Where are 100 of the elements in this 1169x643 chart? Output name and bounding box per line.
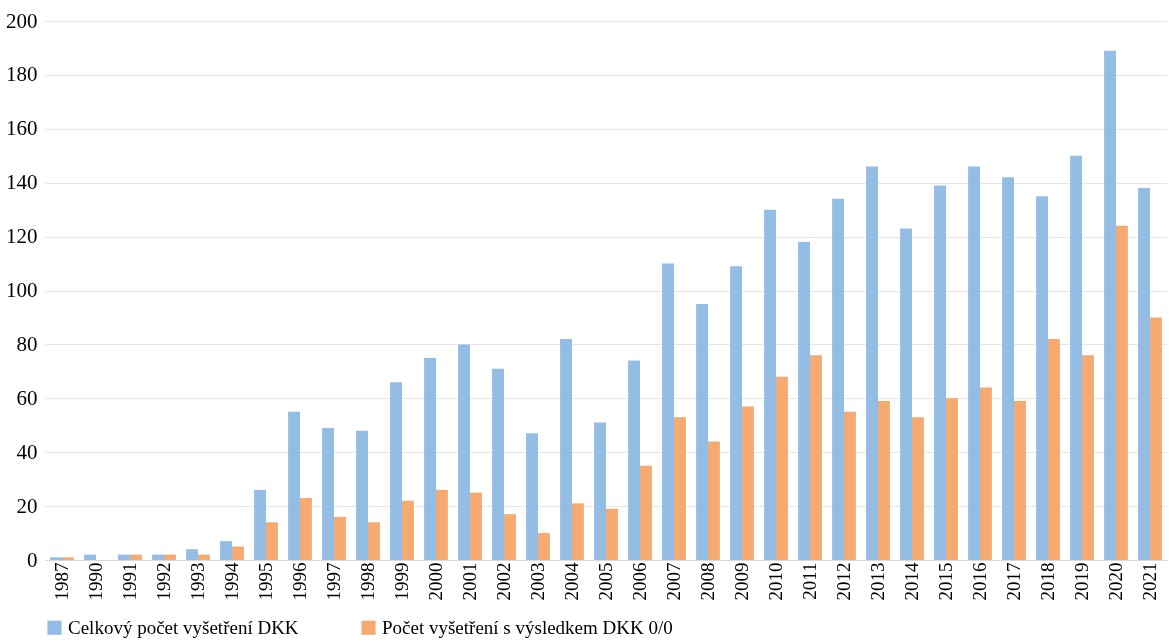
x-tick-label: 1995: [255, 562, 276, 601]
bar: [1138, 188, 1150, 560]
bar: [844, 411, 856, 560]
bar: [470, 492, 482, 560]
bar: [1150, 317, 1162, 560]
x-tick-label: 2005: [595, 562, 616, 601]
x-tick-label: 2017: [1003, 562, 1024, 601]
y-tick-label: 80: [16, 331, 38, 356]
bar: [300, 498, 312, 560]
y-tick-label: 20: [16, 493, 38, 518]
x-tick-label: 2009: [731, 562, 752, 601]
bar: [1014, 401, 1026, 560]
x-tick-label: 1990: [85, 562, 106, 601]
bar: [164, 554, 176, 560]
bar: [84, 554, 96, 560]
x-tick-label: 1987: [51, 562, 72, 601]
bar: [980, 387, 992, 560]
x-tick-label: 1992: [153, 562, 174, 601]
x-tick-label: 1999: [391, 562, 412, 601]
x-tick-label: 2000: [425, 562, 446, 601]
bar: [1082, 355, 1094, 560]
x-tick-label: 2014: [901, 562, 922, 601]
bar: [186, 549, 198, 560]
bar: [62, 557, 74, 560]
bar: [220, 541, 232, 560]
bar: [50, 557, 62, 560]
x-tick-label: 2006: [629, 562, 650, 601]
legend-label: Počet vyšetření s výsledkem DKK 0/0: [382, 616, 673, 638]
bar: [572, 503, 584, 560]
bar: [708, 441, 720, 560]
bar: [628, 360, 640, 560]
bar: [322, 427, 334, 560]
bar: [492, 368, 504, 560]
bar: [866, 166, 878, 560]
x-tick-label: 2018: [1037, 562, 1058, 601]
x-tick-label: 2012: [833, 562, 854, 601]
bar: [152, 554, 164, 560]
y-tick-label: 140: [6, 170, 38, 195]
bar: [696, 303, 708, 560]
x-tick-label: 2008: [697, 562, 718, 601]
bar: [118, 554, 130, 560]
bar: [832, 198, 844, 560]
x-tick-label: 1997: [323, 562, 344, 601]
x-tick-label: 1996: [289, 562, 310, 601]
x-tick-label: 2001: [459, 562, 480, 601]
bar: [402, 500, 414, 560]
y-tick-label: 160: [6, 116, 38, 141]
y-tick-label: 40: [16, 439, 38, 464]
x-tick-label: 2011: [799, 562, 820, 600]
bar: [356, 430, 368, 560]
bar: [900, 228, 912, 560]
bar: [606, 508, 618, 560]
bar: [764, 209, 776, 560]
bar: [1036, 196, 1048, 560]
x-tick-label: 2002: [493, 562, 514, 601]
bar: [946, 398, 958, 560]
bar: [266, 522, 278, 560]
bar: [232, 546, 244, 560]
y-tick-label: 0: [27, 547, 38, 572]
bar: [730, 266, 742, 560]
bar: [640, 465, 652, 560]
x-tick-label: 1991: [119, 562, 140, 601]
bar: [968, 166, 980, 560]
x-tick-label: 1993: [187, 562, 208, 601]
bar: [288, 411, 300, 560]
bar: [1104, 50, 1116, 560]
x-tick-label: 2007: [663, 562, 684, 601]
y-tick-label: 100: [6, 278, 38, 302]
bar: [390, 382, 402, 560]
bar: [742, 406, 754, 560]
bar: [504, 514, 516, 560]
x-tick-label: 2020: [1105, 562, 1126, 601]
bar: [424, 357, 436, 560]
bar: [526, 433, 538, 560]
bar: [254, 489, 266, 560]
bar: [878, 401, 890, 560]
x-tick-label: 2004: [561, 562, 582, 601]
bar: [368, 522, 380, 560]
bar: [1116, 225, 1128, 560]
legend-label: Celkový počet vyšetření DKK: [68, 616, 299, 638]
bar: [1002, 177, 1014, 560]
bar: [1070, 155, 1082, 560]
x-tick-label: 2015: [935, 562, 956, 601]
bar: [810, 355, 822, 560]
x-tick-label: 2016: [969, 562, 990, 601]
y-tick-label: 60: [16, 385, 38, 410]
bar: [798, 241, 810, 560]
bar: [776, 376, 788, 560]
x-tick-label: 2021: [1139, 562, 1160, 601]
bar: [662, 263, 674, 560]
y-tick-label: 200: [6, 8, 38, 33]
x-tick-label: 1998: [357, 562, 378, 601]
x-tick-label: 2019: [1071, 562, 1092, 601]
bar: [1048, 339, 1060, 560]
x-tick-label: 1994: [221, 562, 242, 601]
bar: [912, 417, 924, 560]
bar: [436, 489, 448, 560]
x-tick-label: 2010: [765, 562, 786, 601]
x-tick-label: 2003: [527, 562, 548, 601]
bar: [674, 417, 686, 560]
